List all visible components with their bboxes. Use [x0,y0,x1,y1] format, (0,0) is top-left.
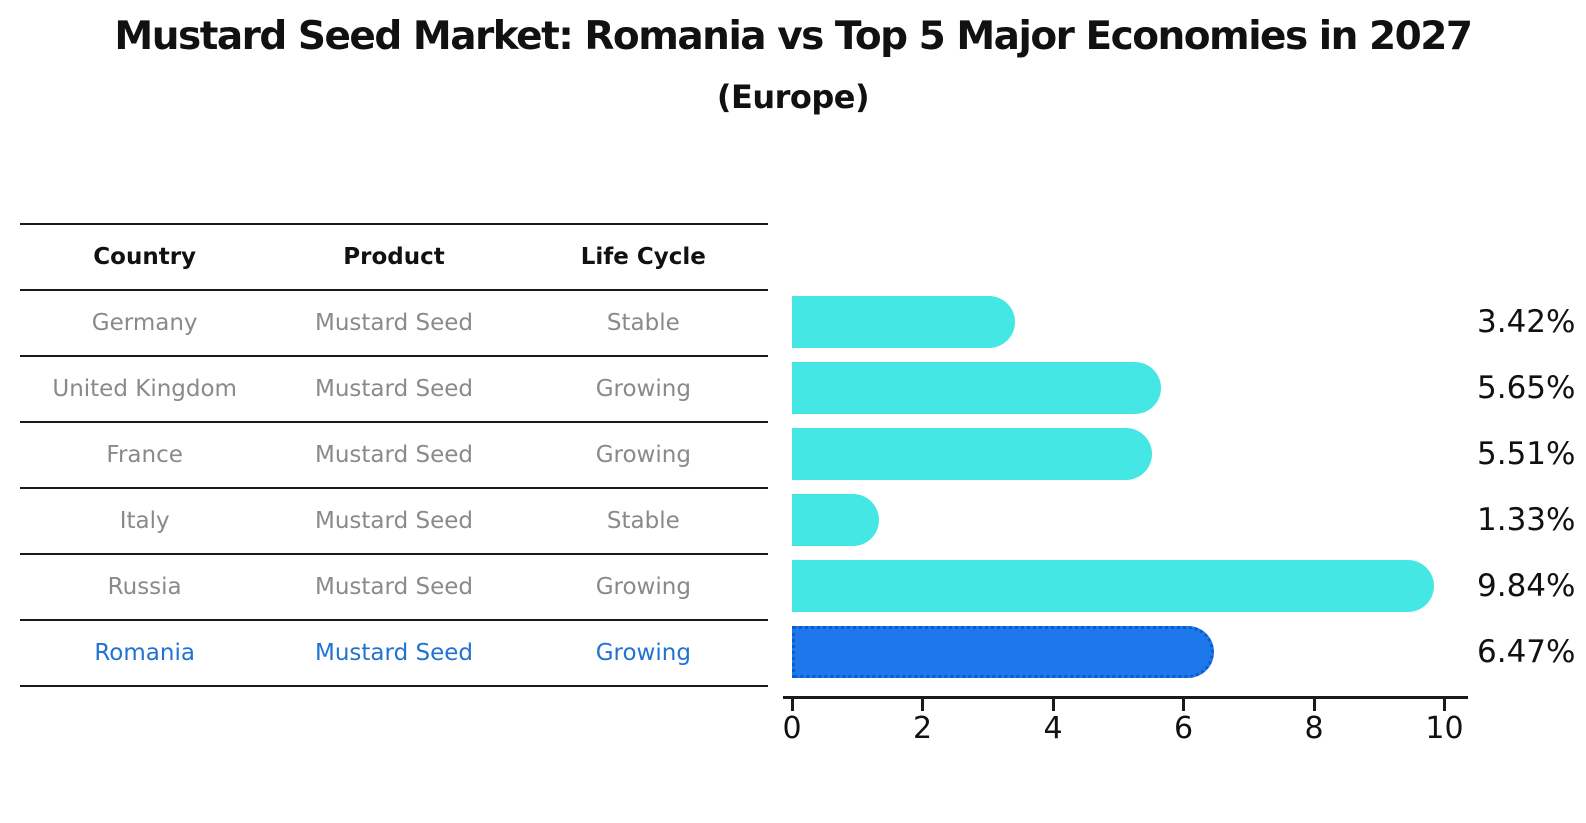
bar-value-label: 9.84% [1477,568,1576,604]
life-cycle-cell: Stable [606,508,680,534]
bar-value-label: 5.51% [1477,436,1576,472]
x-axis-tick [1443,699,1446,711]
life-cycle-cell: Growing [595,574,691,600]
x-axis-tick-label: 6 [1173,711,1194,746]
bar-germany [792,296,1016,348]
column-header-country: Country [93,244,197,270]
x-axis-line [783,696,1468,699]
country-table: Country Product Life Cycle Germany Musta… [20,223,768,687]
chart-title: Mustard Seed Market: Romania vs Top 5 Ma… [114,14,1473,59]
table-row: Russia Mustard Seed Growing [20,555,768,621]
x-axis-tick-label: 4 [1043,711,1063,746]
table-row: Italy Mustard Seed Stable [20,489,768,555]
bar-value-label: 6.47% [1477,634,1576,670]
bar-france [792,428,1152,480]
bar-united-kingdom [792,362,1161,414]
table-row: France Mustard Seed Growing [20,423,768,489]
country-cell: Italy [119,508,170,534]
product-cell: Mustard Seed [315,310,473,336]
table-row: Germany Mustard Seed Stable [20,291,768,357]
table-row: United Kingdom Mustard Seed Growing [20,357,768,423]
x-axis-tick-label: 8 [1304,711,1324,746]
x-axis-tick-label: 0 [782,711,802,746]
column-header-life-cycle: Life Cycle [580,244,706,270]
bar-value-label: 5.65% [1477,370,1576,406]
x-axis-tick [1312,699,1316,711]
product-cell: Mustard Seed [315,442,473,468]
bar-value-label: 3.42% [1477,304,1576,340]
product-cell: Mustard Seed [315,574,473,600]
x-axis-tick [1182,699,1185,711]
column-header-product: Product [343,244,445,270]
product-cell: Mustard Seed [315,640,473,666]
table-header-row: Country Product Life Cycle [20,225,768,291]
life-cycle-cell: Growing [595,442,691,468]
product-cell: Mustard Seed [315,376,473,402]
x-axis-tick-label: 2 [912,711,933,746]
life-cycle-cell: Growing [595,640,691,666]
country-cell: Germany [91,310,198,336]
country-cell: Russia [107,574,182,600]
bar-italy [792,494,879,546]
x-axis-tick-label: 10 [1425,711,1464,746]
bar-value-label: 1.33% [1477,502,1576,538]
x-axis-tick [921,699,924,711]
life-cycle-cell: Growing [595,376,691,402]
x-axis-tick [1051,699,1055,711]
chart-subtitle: (Europe) [716,78,870,116]
life-cycle-cell: Stable [606,310,680,336]
bar-russia [792,560,1435,612]
table-row: Romania Mustard Seed Growing [20,621,768,687]
country-cell: Romania [94,640,195,666]
bar-romania [792,626,1215,678]
product-cell: Mustard Seed [315,508,473,534]
country-cell: United Kingdom [52,376,237,402]
country-cell: France [106,442,183,468]
x-axis-tick [790,699,794,711]
